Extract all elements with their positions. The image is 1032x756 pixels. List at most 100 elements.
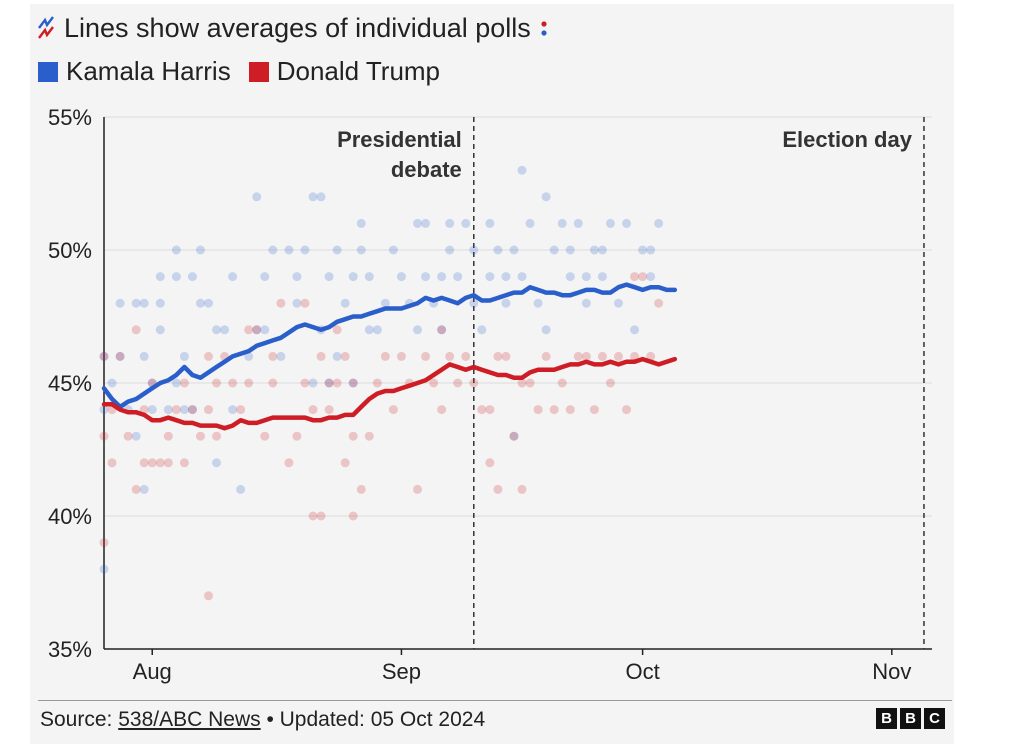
poll-dot-trump [493, 351, 503, 361]
average-line-trump [101, 356, 678, 431]
poll-dot-trump [332, 378, 342, 388]
poll-dot-trump [597, 351, 607, 361]
legend-swatch-trump [248, 61, 269, 82]
poll-dot-trump [316, 511, 326, 521]
poll-dot-harris [171, 245, 181, 255]
chart-subtitle: Lines show averages of individual polls [36, 10, 551, 46]
poll-dot-trump [292, 431, 302, 441]
poll-dot-trump [348, 431, 358, 441]
poll-dot-trump [413, 484, 423, 494]
poll-dot-trump [437, 405, 447, 415]
poll-dot-trump [204, 351, 214, 361]
annotation-label: debate [391, 157, 462, 182]
dots-icon [541, 21, 547, 36]
poll-dot-harris [421, 272, 431, 282]
poll-dot-harris [364, 272, 374, 282]
x-tick-label: Nov [872, 659, 911, 684]
poll-dot-harris [332, 245, 342, 255]
poll-dot-harris [348, 272, 358, 282]
poll-dot-harris [493, 245, 503, 255]
poll-dot-harris [340, 298, 350, 308]
poll-dot-trump [155, 458, 165, 468]
source-link[interactable]: 538/ABC News [118, 708, 261, 731]
poll-dot-trump [244, 378, 254, 388]
x-tick-label: Oct [625, 659, 659, 684]
legend-label-trump: Donald Trump [276, 56, 441, 86]
poll-dot-harris [155, 272, 165, 282]
bbc-logo: B B C [876, 708, 948, 729]
footer-divider [38, 700, 952, 701]
poll-dot-trump [300, 298, 310, 308]
poll-dot-trump [276, 298, 286, 308]
poll-dot-trump [179, 378, 189, 388]
poll-dot-trump [131, 325, 141, 335]
poll-dot-harris [364, 325, 374, 335]
poll-dot-harris [509, 245, 519, 255]
poll-dot-harris [613, 298, 623, 308]
poll-dot-trump [445, 351, 455, 361]
poll-dot-harris [356, 245, 366, 255]
poll-dot-harris [324, 272, 334, 282]
poll-dot-harris [501, 272, 511, 282]
poll-dot-trump [453, 378, 463, 388]
legend-item-trump: Donald Trump [248, 56, 441, 87]
poll-dot-trump [300, 378, 310, 388]
poll-dot-harris [107, 378, 117, 388]
poll-dot-harris [549, 245, 559, 255]
poll-dot-harris [236, 484, 246, 494]
annotation-label: Election day [782, 127, 912, 152]
poll-dot-trump [268, 378, 278, 388]
poll-dot-trump [388, 405, 398, 415]
poll-dot-trump [123, 431, 133, 441]
average-line-harris [101, 282, 678, 410]
poll-dot-trump [429, 378, 439, 388]
subtitle-text: Lines show averages of individual polls [64, 12, 531, 43]
poll-dot-harris [421, 218, 431, 228]
bbc-logo-block-1: B [876, 708, 897, 729]
poll-dot-trump [204, 591, 214, 601]
poll-dot-harris [131, 431, 141, 441]
poll-dot-trump [115, 351, 125, 361]
poll-dot-harris [284, 245, 294, 255]
y-tick-label: 45% [48, 371, 92, 396]
poll-dot-trump [260, 431, 270, 441]
poll-dot-trump [340, 351, 350, 361]
poll-dot-harris [115, 298, 125, 308]
poll-dot-harris [646, 272, 656, 282]
x-tick-label: Aug [133, 659, 172, 684]
poll-dot-harris [380, 298, 390, 308]
poll-dot-harris [212, 325, 222, 335]
poll-dot-harris [501, 298, 511, 308]
poll-dot-harris [228, 405, 238, 415]
poll-dot-harris [276, 351, 286, 361]
poll-dot-trump [396, 351, 406, 361]
poll-dot-harris [573, 218, 583, 228]
poll-dot-trump [324, 378, 334, 388]
poll-dot-harris [292, 298, 302, 308]
poll-dot-harris [541, 325, 551, 335]
poll-dot-harris [179, 351, 189, 361]
poll-dot-trump [252, 325, 262, 335]
poll-dot-harris [638, 245, 648, 255]
legend-label-harris: Kamala Harris [66, 56, 231, 86]
poll-dot-harris [622, 218, 632, 228]
poll-dot-harris [525, 218, 535, 228]
poll-dot-trump [549, 405, 559, 415]
poll-dot-harris [477, 325, 487, 335]
poll-dot-trump [284, 458, 294, 468]
poll-dot-trump [557, 378, 567, 388]
poll-dot-harris [630, 325, 640, 335]
poll-dot-trump [477, 405, 487, 415]
poll-dot-harris [372, 325, 382, 335]
poll-dot-trump [308, 405, 318, 415]
poll-dot-harris [413, 325, 423, 335]
poll-dot-trump [244, 325, 254, 335]
poll-dot-harris [187, 405, 197, 415]
poll-dot-harris [292, 272, 302, 282]
poll-dot-harris [517, 272, 527, 282]
poll-dot-trump [605, 378, 615, 388]
poll-dot-trump [565, 405, 575, 415]
poll-dot-harris [437, 272, 447, 282]
poll-dot-trump [316, 351, 326, 361]
poll-dot-harris [139, 351, 149, 361]
